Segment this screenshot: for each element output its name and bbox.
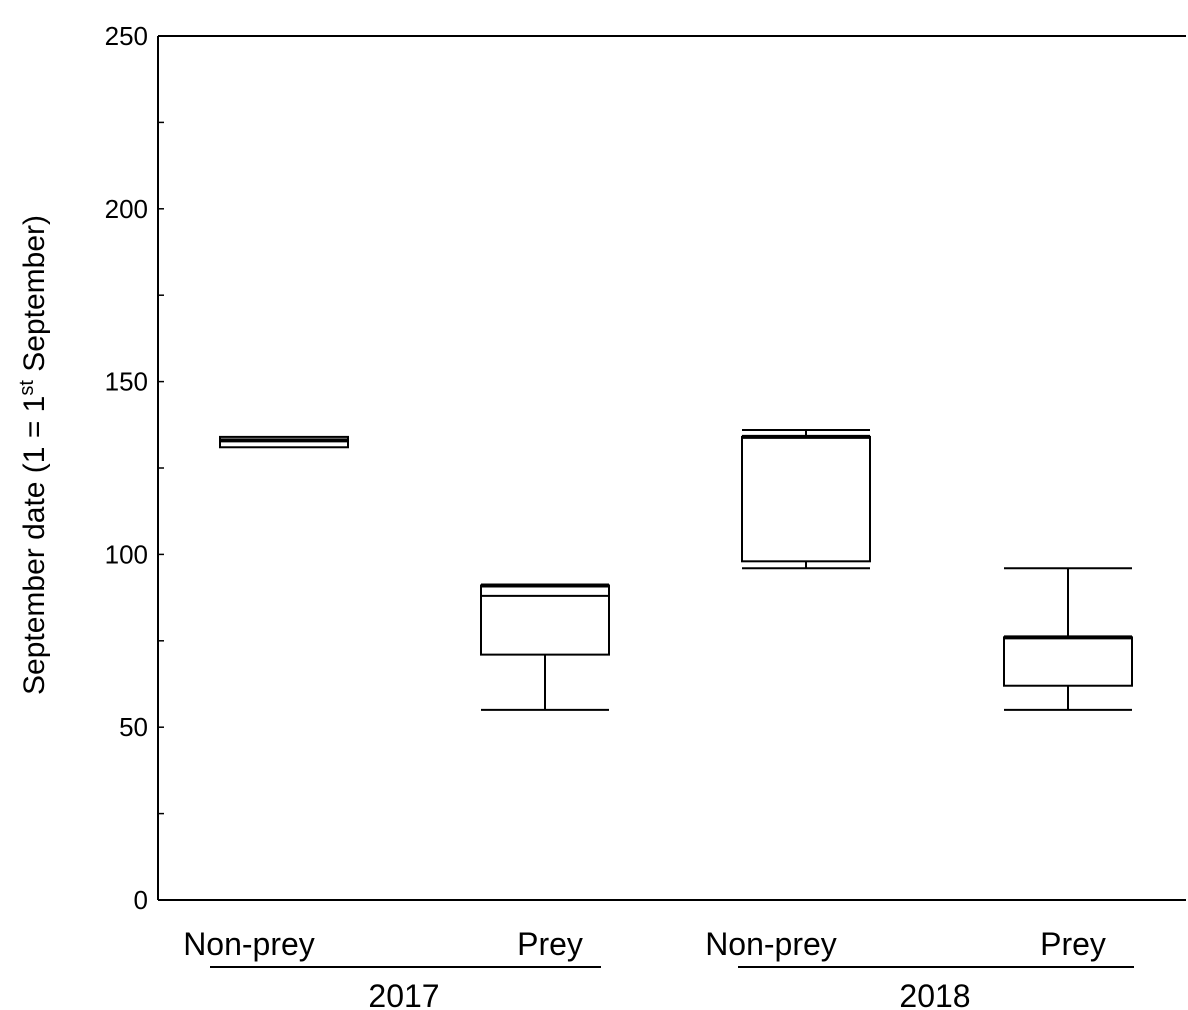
category-label: Prey — [517, 926, 583, 962]
category-label: Non-prey — [183, 926, 315, 962]
y-ticks: 0 50 100 150 200 250 — [105, 21, 164, 915]
y-tick-label: 200 — [105, 194, 148, 224]
group-label: 2017 — [368, 978, 439, 1010]
y-tick-label: 0 — [134, 885, 148, 915]
category-label: Non-prey — [705, 926, 837, 962]
category-label: Prey — [1040, 926, 1106, 962]
y-tick-label: 150 — [105, 367, 148, 397]
y-tick-label: 250 — [105, 21, 148, 51]
group-label: 2018 — [899, 978, 970, 1010]
box — [1003, 636, 1133, 687]
y-axis-label: September date (1 = 1st September) — [16, 215, 51, 695]
y-axis-label-main: September date (1 = 1 — [18, 396, 51, 695]
boxes — [219, 428, 1133, 711]
y-tick-label: 100 — [105, 539, 148, 569]
y-axis-label-superscript: st — [16, 380, 38, 396]
y-tick-label: 50 — [119, 712, 148, 742]
y-axis-label-rest: September) — [18, 215, 51, 380]
x-labels: Non-prey Prey 2017 Non-prey Prey 2018 — [183, 926, 1134, 1010]
box — [741, 435, 871, 563]
